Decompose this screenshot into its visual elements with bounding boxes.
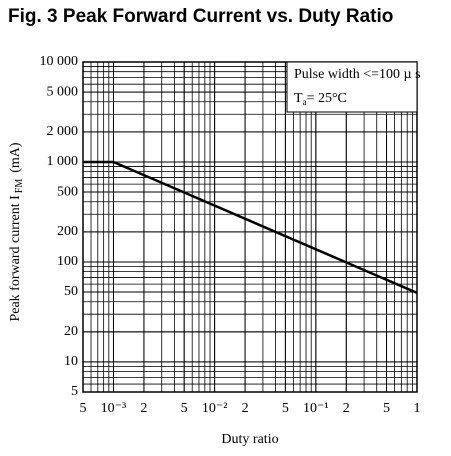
x-tick-label: 5: [80, 401, 87, 416]
y-tick-label: 10 000: [40, 54, 79, 69]
y-tick-label: 20: [64, 324, 78, 339]
y-tick-label: 10: [64, 354, 78, 369]
x-tick-label: 10⁻²: [202, 401, 228, 416]
y-tick-label: 2 000: [47, 124, 79, 139]
plot-border: [82, 61, 418, 393]
y-label-text: Peak forward current I: [8, 195, 23, 322]
data-line: [83, 160, 418, 295]
x-tick-label: 5: [181, 401, 188, 416]
x-tick-label: 2: [343, 401, 350, 416]
chart-title: Fig. 3 Peak Forward Current vs. Duty Rat…: [8, 6, 393, 27]
x-tick-label: 10⁻³: [101, 401, 127, 416]
annotation-subscript: a: [303, 97, 307, 107]
y-tick-label: 5: [71, 384, 78, 399]
annotation-text: T: [294, 91, 303, 106]
x-tick-label: 5: [383, 401, 390, 416]
y-label-unit: (mA): [8, 142, 23, 173]
x-tick-label: 1: [414, 401, 421, 416]
y-axis-label: Peak forward current IFM (mA): [8, 142, 25, 321]
x-tick-label: 10⁻¹: [303, 401, 329, 416]
y-label-subscript: FM: [14, 179, 25, 194]
y-tick-label: 500: [57, 184, 78, 199]
x-tick-label: 2: [140, 401, 147, 416]
x-axis-label: Duty ratio: [221, 432, 278, 447]
annotation: Ta= 25°C: [294, 91, 347, 107]
annotation-text: = 25°C: [307, 91, 347, 106]
y-tick-label: 1 000: [47, 154, 79, 169]
x-tick-label: 2: [242, 401, 249, 416]
x-tick-label: 5: [282, 401, 289, 416]
y-tick-label: 200: [57, 224, 78, 239]
y-tick-label: 5 000: [47, 84, 79, 99]
y-tick-label: 50: [64, 284, 78, 299]
annotation: Pulse width <=100 µ s: [294, 67, 421, 82]
annotation-box: [286, 61, 418, 113]
y-tick-label: 100: [57, 254, 78, 269]
